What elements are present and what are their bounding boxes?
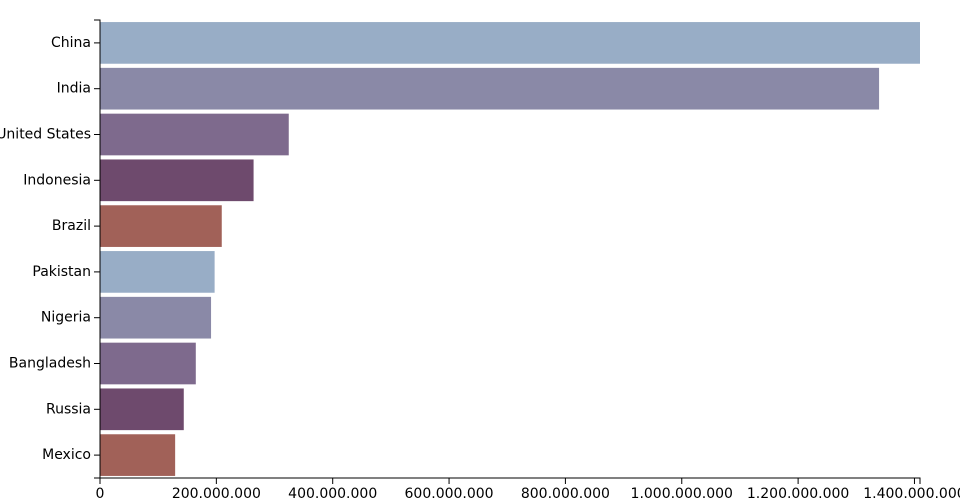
bar-india [100,67,880,110]
y-tick-label-china: China [51,35,91,51]
bar-mexico [100,434,176,476]
x-tick-label-1: 200.000.000 [172,486,261,500]
y-axis-line [94,19,101,479]
bar-china [100,22,920,64]
x-tick-label-7: 1.400.000.000 [863,486,960,500]
y-tick-label-pakistan: Pakistan [32,264,91,280]
bar-indonesia [100,159,254,202]
x-axis-line [99,477,921,484]
bar-bangladesh [100,342,196,385]
y-axis: China India United States Indonesia Brazil Pa… [0,19,101,479]
x-axis: 0 200.000.000 400.000.000 600.000.000 800.00… [96,477,960,500]
x-tick-label-5: 1.000.000.000 [631,486,733,500]
y-tick-label-bangladesh: Bangladesh [9,356,91,372]
y-tick-label-mexico: Mexico [42,447,91,463]
y-tick-label-india: India [57,81,91,97]
x-tick-label-2: 400.000.000 [288,486,377,500]
bar-pakistan [100,251,215,293]
bar-united-states [100,113,289,156]
y-tick-label-united-states: United States [0,127,91,143]
y-tick-label-russia: Russia [46,401,91,417]
x-tick-label-6: 1.200.000.000 [747,486,849,500]
y-tick-label-nigeria: Nigeria [41,310,91,326]
y-tick-label-brazil: Brazil [52,218,91,234]
x-tick-label-4: 800.000.000 [521,486,610,500]
bar-russia [100,388,184,431]
x-tick-label-3: 600.000.000 [405,486,494,500]
y-tick-label-indonesia: Indonesia [23,172,91,188]
bars-group [100,22,920,476]
bar-brazil [100,205,222,247]
bar-nigeria [100,296,212,339]
x-tick-label-0: 0 [96,486,105,500]
